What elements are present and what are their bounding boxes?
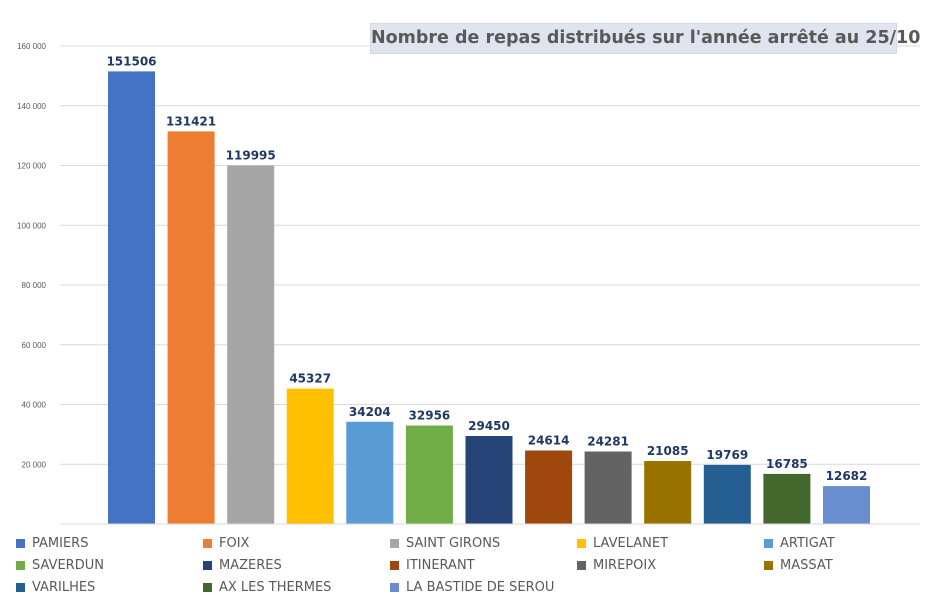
data-label: 119995	[226, 149, 276, 163]
legend-swatch	[16, 560, 25, 570]
legend-item: ITINERANT	[390, 555, 475, 575]
legend-swatch	[577, 560, 586, 570]
legend-swatch	[390, 538, 399, 548]
bar-mazeres	[465, 436, 513, 524]
bar-massat	[644, 461, 692, 524]
legend-item: MIREPOIX	[577, 555, 656, 575]
legend: PAMIERS FOIX SAINT GIRONS LAVELANET ARTIGAT S…	[16, 533, 926, 599]
data-label: 21085	[647, 444, 689, 458]
y-tick-label: 140 000	[17, 102, 46, 111]
data-label: 16785	[766, 457, 808, 471]
legend-item: SAINT GIRONS	[390, 533, 500, 553]
legend-swatch	[390, 582, 399, 592]
data-label: 19769	[706, 448, 748, 462]
bars	[108, 71, 870, 525]
legend-item: AX LES THERMES	[203, 577, 331, 597]
legend-swatch	[764, 560, 773, 570]
legend-label: MIREPOIX	[593, 557, 657, 573]
data-label: 29450	[468, 419, 510, 433]
legend-label: ITINERANT	[406, 557, 475, 573]
y-tick-label: 100 000	[17, 221, 46, 230]
legend-item: MASSAT	[764, 555, 833, 575]
data-label: 131421	[166, 114, 216, 128]
y-tick-label: 60 000	[22, 341, 47, 350]
data-label: 151506	[106, 54, 156, 68]
legend-label: ARTIGAT	[780, 535, 835, 551]
data-label: 24281	[587, 435, 629, 449]
bar-varilhes	[703, 464, 751, 524]
legend-label: SAINT GIRONS	[406, 535, 501, 551]
legend-label: MASSAT	[780, 557, 833, 573]
y-axis-ticks: 160 000 140 000 120 000 100 000 80 000 60 000…	[17, 42, 46, 469]
bar-lavelanet	[286, 388, 334, 524]
legend-item: VARILHES	[16, 577, 95, 597]
legend-label: MAZERES	[219, 557, 282, 573]
data-label: 32956	[409, 409, 451, 423]
legend-swatch	[577, 538, 586, 548]
legend-swatch	[203, 582, 212, 592]
legend-swatch	[203, 560, 212, 570]
bar-ax-les-thermes	[763, 473, 811, 524]
legend-swatch	[203, 538, 212, 548]
legend-swatch	[764, 538, 773, 548]
legend-swatch	[16, 538, 25, 548]
bar-artigat	[346, 421, 394, 524]
legend-label: VARILHES	[32, 579, 96, 595]
bar-saint-girons	[227, 165, 275, 524]
bar-saverdun	[405, 425, 453, 524]
legend-label: LAVELANET	[593, 535, 669, 551]
y-tick-label: 20 000	[22, 460, 47, 469]
legend-item: PAMIERS	[16, 533, 88, 553]
legend-label: AX LES THERMES	[219, 579, 332, 595]
legend-item: SAVERDUN	[16, 555, 104, 575]
y-tick-label: 120 000	[17, 162, 46, 171]
legend-label: LA BASTIDE DE SEROU	[406, 579, 555, 595]
legend-item: FOIX	[203, 533, 249, 553]
legend-label: FOIX	[219, 535, 250, 551]
legend-item: LA BASTIDE DE SEROU	[390, 577, 554, 597]
data-label: 24614	[528, 434, 570, 448]
y-tick-label: 160 000	[17, 42, 46, 51]
bar-pamiers	[108, 71, 155, 525]
legend-swatch	[16, 582, 25, 592]
y-tick-label: 80 000	[22, 281, 47, 290]
bar-foix	[167, 131, 215, 524]
data-label: 45327	[289, 372, 331, 386]
legend-item: LAVELANET	[577, 533, 668, 553]
data-label: 12682	[826, 469, 868, 483]
bar-mirepoix	[584, 451, 632, 524]
y-tick-label: 40 000	[22, 401, 47, 410]
chart-title: Nombre de repas distribués sur l'année a…	[370, 23, 920, 54]
bar-itinerant	[525, 450, 573, 524]
legend-label: SAVERDUN	[32, 557, 104, 573]
legend-item: ARTIGAT	[764, 533, 835, 553]
data-label: 34204	[349, 405, 391, 419]
legend-label: PAMIERS	[32, 535, 89, 551]
data-labels: 151506 131421 119995 45327 34204 32956 29450 24…	[106, 54, 867, 483]
legend-item: MAZERES	[203, 555, 282, 575]
legend-swatch	[390, 560, 399, 570]
bar-la-bastide-de-serou	[823, 486, 870, 524]
